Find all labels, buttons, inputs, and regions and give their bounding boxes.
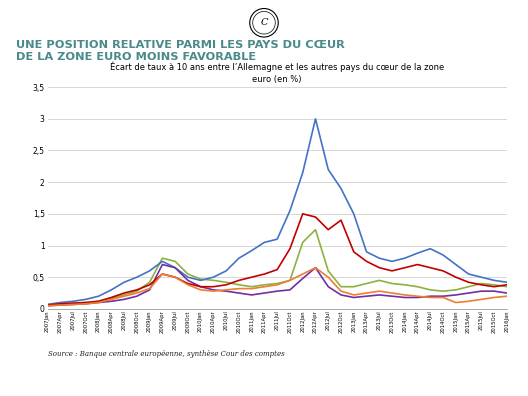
Title: Écart de taux à 10 ans entre l’Allemagne et les autres pays du cœur de la zone
e: Écart de taux à 10 ans entre l’Allemagne… xyxy=(110,62,445,84)
Text: UNE POSITION RELATIVE PARMI LES PAYS DU CŒUR
DE LA ZONE EURO MOINS FAVORABLE: UNE POSITION RELATIVE PARMI LES PAYS DU … xyxy=(16,40,345,63)
Text: 04/03/2016: 04/03/2016 xyxy=(11,379,54,388)
Text: Source : Banque centrale européenne, synthèse Cour des comptes: Source : Banque centrale européenne, syn… xyxy=(48,350,284,358)
Text: C: C xyxy=(260,18,268,27)
Text: Cour des comptes: Cour des comptes xyxy=(230,379,298,388)
